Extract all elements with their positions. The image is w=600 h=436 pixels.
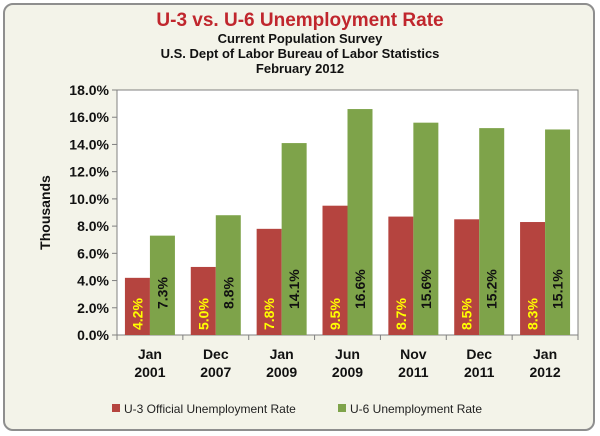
bar-u3 (322, 205, 348, 335)
bar-u6 (347, 109, 373, 335)
legend-label-u3: U-3 Official Unemployment Rate (124, 402, 296, 416)
data-label-u6: 15.6% (418, 269, 434, 309)
x-tick-label: 2001 (134, 364, 165, 380)
data-label-u6: 16.6% (352, 269, 368, 309)
data-label-u6: 8.8% (220, 277, 236, 309)
bar-u3 (124, 277, 150, 335)
y-tick-label: 4.0% (77, 273, 109, 289)
y-tick-label: 14.0% (69, 136, 109, 152)
bar-u6 (413, 122, 439, 336)
x-tick-label: 2009 (332, 364, 363, 380)
bar-u6 (479, 128, 505, 335)
data-label-u6: 15.2% (484, 269, 500, 309)
y-tick-label: 18.0% (69, 82, 109, 98)
data-label-u6: 15.1% (550, 269, 566, 309)
y-tick-label: 2.0% (77, 300, 109, 316)
bar-u6 (545, 129, 571, 335)
data-label-u3: 4.2% (129, 298, 145, 330)
legend-swatch-u3 (112, 404, 120, 412)
bar-u3 (256, 228, 282, 335)
bar-u3 (520, 222, 546, 335)
x-tick-label: Dec (203, 346, 229, 362)
y-tick-label: 12.0% (69, 164, 109, 180)
y-tick-label: 0.0% (77, 327, 109, 343)
chart-subtitle-line: U.S. Dept of Labor Bureau of Labor Stati… (161, 46, 440, 61)
x-tick-label: 2012 (529, 364, 560, 380)
y-axis-title: Thousands (37, 175, 53, 250)
y-tick-label: 6.0% (77, 245, 109, 261)
data-label-u3: 8.7% (393, 298, 409, 330)
bar-u3 (388, 216, 414, 335)
data-label-u3: 7.8% (261, 298, 277, 330)
data-label-u6: 7.3% (154, 277, 170, 309)
x-tick-label: Dec (466, 346, 492, 362)
y-tick-label: 10.0% (69, 191, 109, 207)
legend-label-u6: U-6 Unemployment Rate (350, 402, 482, 416)
x-tick-label: Nov (400, 346, 427, 362)
chart-subtitle-line: February 2012 (256, 61, 344, 76)
x-tick-label: Jun (335, 346, 360, 362)
x-tick-label: 2007 (200, 364, 231, 380)
x-tick-label: Jan (533, 346, 557, 362)
x-tick-label: 2011 (464, 364, 495, 380)
bar-u3 (454, 219, 480, 335)
x-tick-label: Jan (270, 346, 294, 362)
data-label-u3: 8.5% (459, 298, 475, 330)
legend-swatch-u6 (338, 404, 346, 412)
data-label-u3: 8.3% (525, 298, 541, 330)
x-tick-label: 2011 (398, 364, 429, 380)
y-tick-label: 16.0% (69, 109, 109, 125)
x-tick-label: 2009 (266, 364, 297, 380)
data-label-u3: 9.5% (327, 298, 343, 330)
y-tick-label: 8.0% (77, 218, 109, 234)
bar-u6 (281, 143, 307, 335)
bar-u3 (190, 266, 216, 335)
bar-u6 (215, 215, 241, 335)
data-label-u3: 5.0% (195, 298, 211, 330)
data-label-u6: 14.1% (286, 269, 302, 309)
bar-u6 (149, 235, 175, 335)
chart-title: U-3 vs. U-6 Unemployment Rate (156, 10, 443, 31)
x-tick-label: Jan (138, 346, 162, 362)
chart-subtitle-line: Current Population Survey (218, 31, 383, 46)
